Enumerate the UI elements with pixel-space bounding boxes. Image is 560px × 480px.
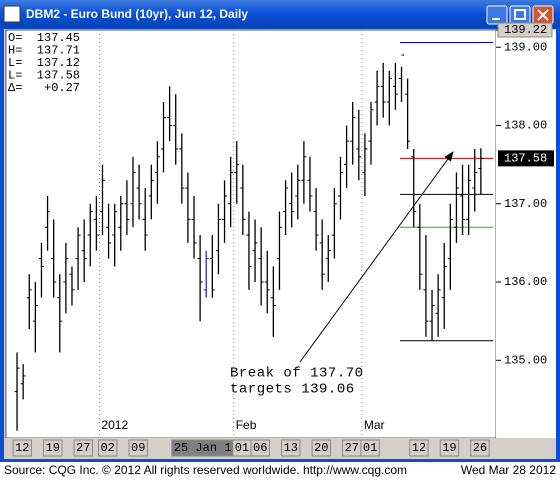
x-tick-label: 01 bbox=[235, 441, 249, 455]
annotation-text: Break of 137.70 bbox=[230, 366, 364, 382]
x-tick-label: 12 bbox=[412, 441, 426, 455]
x-tick-box bbox=[12, 439, 32, 457]
window-icon bbox=[3, 5, 21, 23]
x-tick-label: 27 bbox=[76, 441, 90, 455]
x-tick-label: 19 bbox=[442, 441, 456, 455]
x-tick-box bbox=[470, 439, 490, 457]
x-tick-box bbox=[250, 439, 270, 457]
maximize-button[interactable] bbox=[509, 5, 531, 25]
y-tick-label: 135.00 bbox=[504, 353, 547, 367]
x-tick-label: 02 bbox=[100, 441, 114, 455]
minimize-button[interactable] bbox=[486, 5, 508, 25]
annotation-text: targets 139.06 bbox=[230, 382, 355, 398]
x-tick-label: 13 bbox=[284, 441, 298, 455]
y-tick-label: 137.00 bbox=[504, 197, 547, 211]
window-title: DBM2 - Euro Bund (10yr), Jun 12, Daily bbox=[26, 7, 248, 21]
info-line: O= 137.45 bbox=[8, 31, 80, 45]
x-tick-label: 25 Jan 12 bbox=[174, 441, 239, 455]
x-tick-label: 12 bbox=[15, 441, 29, 455]
x-tick-box bbox=[360, 439, 380, 457]
x-tick-label: 01 bbox=[363, 441, 377, 455]
x-tick-box bbox=[128, 439, 148, 457]
y-tick-label: 138.00 bbox=[504, 119, 547, 133]
y-tick-label: 136.00 bbox=[504, 275, 547, 289]
footer-source: Source: CQG Inc. © 2012 All rights reser… bbox=[4, 463, 407, 477]
last-price-box bbox=[498, 150, 554, 167]
x-tick-label: 06 bbox=[253, 441, 267, 455]
month-label: Feb bbox=[236, 418, 257, 432]
title-bar bbox=[0, 0, 560, 28]
x-tick-label: 09 bbox=[131, 441, 145, 455]
info-line: L= 137.58 bbox=[8, 69, 80, 83]
x-tick-box bbox=[281, 439, 301, 457]
x-tick-box bbox=[73, 439, 93, 457]
x-tick-box bbox=[43, 439, 63, 457]
x-tick-label: 19 bbox=[46, 441, 60, 455]
month-label: Mar bbox=[364, 418, 385, 432]
x-tick-label: 20 bbox=[314, 441, 328, 455]
month-label: 2012 bbox=[101, 418, 128, 432]
x-tick-label: 27 bbox=[345, 441, 359, 455]
last-price-label: 137.58 bbox=[504, 152, 547, 166]
plot-area bbox=[5, 29, 497, 439]
x-tick-box bbox=[311, 439, 331, 457]
x-tick-label: 26 bbox=[473, 441, 487, 455]
info-line: Δ= +0.27 bbox=[8, 81, 80, 95]
y-tick-label: 139.22 bbox=[504, 23, 547, 37]
annotation-arrow bbox=[299, 151, 454, 363]
footer-date: Wed Mar 28 2012 bbox=[461, 463, 556, 477]
y-tick-box bbox=[497, 22, 553, 38]
price-axis bbox=[496, 30, 556, 438]
y-tick-label: 139.00 bbox=[504, 40, 547, 54]
x-tick-box bbox=[409, 439, 429, 457]
x-tick-box bbox=[439, 439, 460, 457]
info-line: L= 137.12 bbox=[8, 56, 80, 70]
x-tick-box bbox=[97, 439, 118, 457]
info-line: H= 137.71 bbox=[8, 44, 80, 58]
